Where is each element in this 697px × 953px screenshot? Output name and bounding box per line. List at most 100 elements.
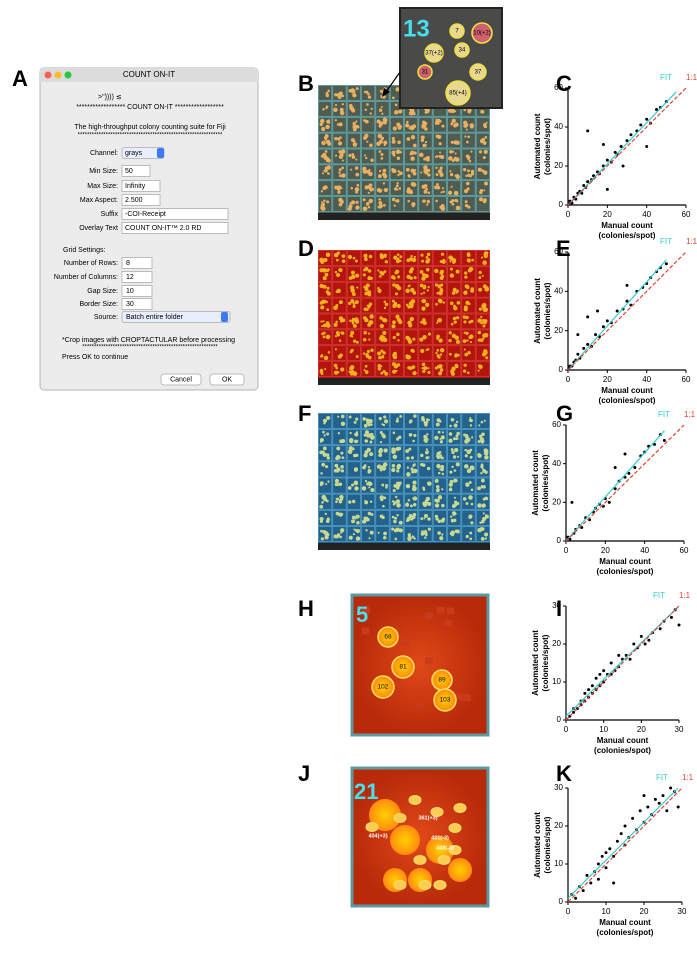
- y-tick-label: 60: [552, 420, 561, 429]
- data-point: [613, 150, 617, 154]
- well: [361, 477, 376, 494]
- colony: [364, 370, 369, 374]
- x-axis-label: (colonies/spot): [599, 396, 656, 405]
- colony: [392, 283, 396, 287]
- well: [332, 329, 347, 346]
- y-axis-label: Automated count: [533, 113, 542, 179]
- colony: [367, 511, 372, 516]
- well: [361, 345, 376, 361]
- colony: [448, 432, 453, 436]
- well: [318, 85, 333, 101]
- colony: [481, 110, 485, 114]
- colony: [326, 286, 330, 290]
- legend-entry: FIT: [658, 410, 670, 419]
- colony: [391, 197, 396, 202]
- colony: [393, 528, 398, 533]
- colony: [337, 288, 340, 292]
- colony: [333, 322, 338, 327]
- colony: [319, 504, 324, 509]
- well: [389, 429, 404, 446]
- colony: [437, 355, 441, 359]
- well: [461, 345, 476, 361]
- colony: [340, 149, 346, 154]
- well: [404, 313, 419, 330]
- colony: [451, 158, 455, 162]
- data-point: [623, 824, 627, 828]
- colony: [338, 168, 342, 172]
- colony: [440, 155, 445, 160]
- well: [461, 493, 476, 510]
- colony: [391, 527, 395, 531]
- subtitle: The high-throughput colony counting suit…: [74, 124, 226, 131]
- colony: [440, 465, 445, 469]
- colony: [449, 479, 454, 484]
- colony: [477, 338, 482, 342]
- well: [361, 164, 376, 181]
- colony: [378, 124, 382, 128]
- colony: [410, 126, 415, 131]
- colony: [470, 502, 474, 506]
- colony: [354, 166, 359, 170]
- reference-line: [567, 251, 687, 371]
- colony: [377, 531, 380, 534]
- colony: [399, 259, 402, 263]
- colony: [377, 367, 382, 371]
- colony: [439, 205, 443, 209]
- well: [475, 281, 490, 298]
- plate-image: [318, 250, 490, 385]
- colony: [383, 300, 387, 303]
- colony: [365, 202, 370, 206]
- cancel-button[interactable]: [160, 373, 202, 386]
- well: [432, 164, 447, 181]
- well: [332, 477, 347, 494]
- well: [475, 477, 490, 494]
- colony: [421, 367, 424, 370]
- colony: [437, 122, 440, 125]
- colony: [335, 303, 339, 307]
- colony: [320, 372, 324, 376]
- x-tick-label: 10: [599, 725, 608, 734]
- colony: [482, 512, 485, 515]
- colony: [349, 350, 353, 354]
- well: [361, 116, 376, 133]
- well: [461, 196, 476, 212]
- data-point: [586, 315, 590, 319]
- colony: [439, 260, 443, 263]
- colony: [477, 318, 482, 323]
- colony: [338, 300, 343, 304]
- colony-outline: [391, 655, 415, 679]
- colony: [335, 500, 338, 504]
- colony-label: 85(+4): [449, 91, 467, 97]
- legend-entry: FIT: [656, 773, 668, 782]
- colony: [427, 191, 431, 194]
- colony: [480, 463, 484, 466]
- well: [361, 329, 376, 346]
- colony: [465, 315, 469, 320]
- ok-button[interactable]: [209, 373, 245, 386]
- colony: [450, 140, 454, 144]
- well: [447, 477, 462, 494]
- data-point: [592, 174, 596, 178]
- data-point: [639, 123, 643, 127]
- colony: [354, 124, 358, 128]
- well: [375, 329, 390, 346]
- field-value: Infinity: [125, 183, 146, 190]
- colony: [410, 254, 413, 258]
- colony: [319, 301, 324, 305]
- colony: [364, 108, 367, 112]
- colony: [453, 478, 458, 483]
- colony: [466, 253, 471, 257]
- well: [461, 509, 476, 526]
- colony: [376, 464, 382, 469]
- colony: [383, 140, 388, 145]
- colony: [395, 184, 399, 188]
- colony: [483, 319, 488, 323]
- well: [389, 413, 404, 429]
- caption-strip: [318, 213, 490, 220]
- panel-label: B: [298, 71, 314, 96]
- colony: [427, 501, 432, 506]
- legend-entry: FIT: [660, 73, 672, 82]
- colony: [407, 174, 411, 178]
- well: [404, 266, 419, 282]
- well: [375, 477, 390, 494]
